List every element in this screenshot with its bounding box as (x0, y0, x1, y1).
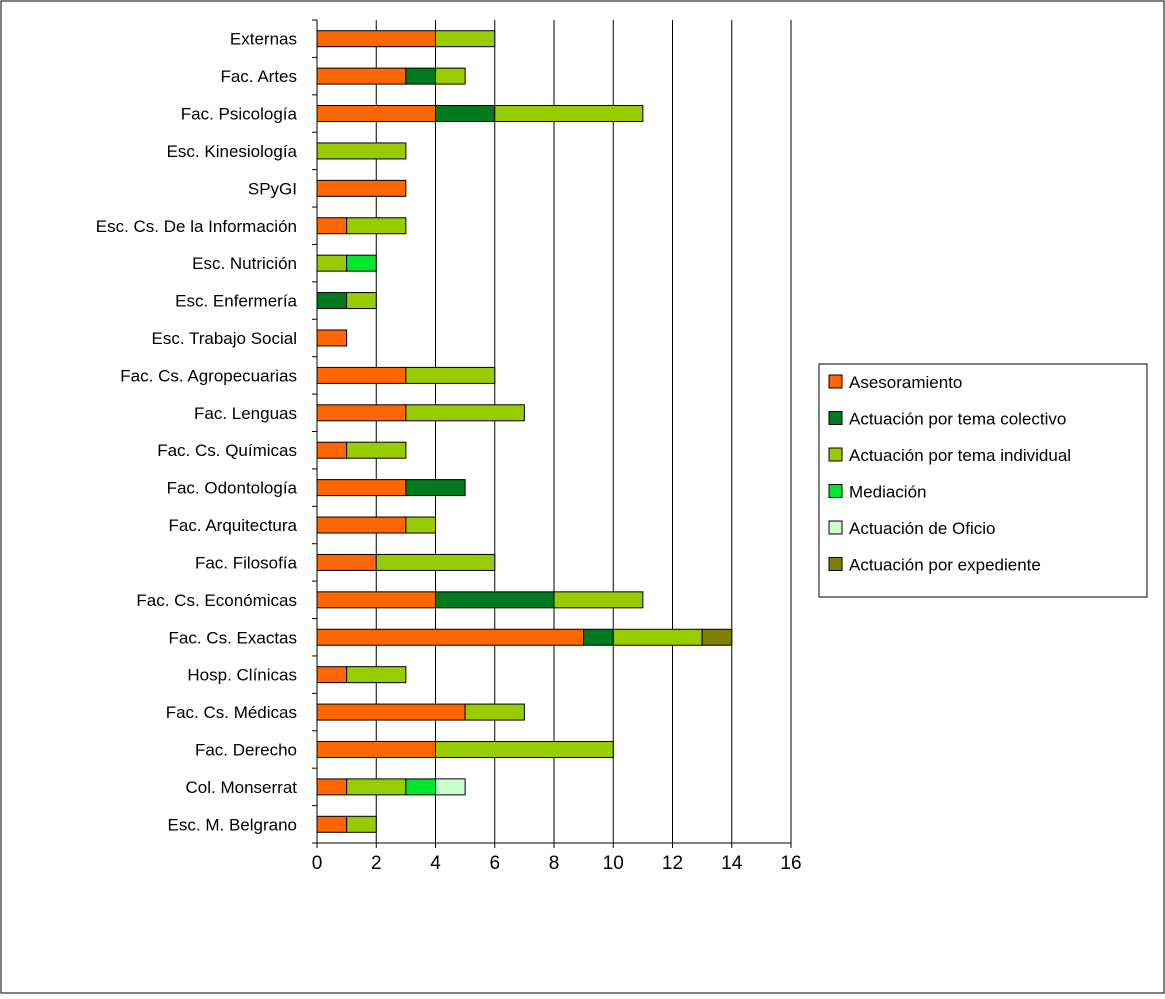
legend-label-actuacion-de-oficio: Actuación de Oficio (849, 519, 995, 538)
category-label-esc-m-belgrano: Esc. M. Belgrano (168, 815, 297, 834)
bar-fac-filosofia-asesoramiento (316, 553, 377, 571)
bar-fac-cs-medicas-asesoramiento (316, 703, 466, 721)
bar-fac-artes-actuacion-por-tema-colectivo (405, 67, 436, 85)
category-label-esc-cs-de-la-informacion: Esc. Cs. De la Información (96, 217, 297, 236)
bar-esc-nutricion-mediacion (346, 254, 377, 272)
category-label-fac-cs-exactas: Fac. Cs. Exactas (169, 628, 297, 647)
category-label-esc-trabajo-social: Esc. Trabajo Social (151, 329, 297, 348)
legend-swatch-actuacion-por-tema-colectivo (828, 411, 843, 425)
bar-fac-psicologia-actuacion-por-tema-individual (494, 105, 644, 123)
bar-esc-m-belgrano-actuacion-por-tema-individual (346, 815, 377, 833)
bar-fac-cs-economicas-asesoramiento (316, 591, 436, 609)
category-label-fac-derecho: Fac. Derecho (195, 740, 297, 759)
x-tick-label-2: 2 (371, 853, 382, 874)
bar-spygi-asesoramiento (316, 179, 407, 197)
bar-esc-cs-de-la-informacion-asesoramiento (316, 217, 348, 235)
bar-fac-cs-medicas-actuacion-por-tema-individual (464, 703, 525, 721)
category-label-spygi: SPyGI (248, 179, 297, 198)
legend-swatch-actuacion-por-expediente (828, 557, 843, 571)
legend-swatch-actuacion-por-tema-individual (828, 447, 843, 462)
bar-fac-lenguas-actuacion-por-tema-individual (405, 404, 525, 422)
x-tick-label-4: 4 (430, 853, 441, 874)
legend-label-mediacion: Mediación (849, 483, 927, 502)
bar-esc-kinesiologia-actuacion-por-tema-individual (316, 142, 407, 160)
x-tick-label-0: 0 (312, 853, 323, 874)
x-tick-label-6: 6 (489, 853, 500, 874)
bar-col-monserrat-mediacion (405, 778, 436, 796)
bar-fac-cs-economicas-actuacion-por-tema-colectivo (435, 591, 555, 609)
bar-fac-derecho-asesoramiento (316, 740, 436, 758)
x-tick-label-14: 14 (721, 853, 743, 874)
legend-label-actuacion-por-expediente: Actuación por expediente (849, 556, 1041, 575)
bar-esc-enfermeria-actuacion-por-tema-individual (346, 292, 377, 310)
bar-fac-psicologia-actuacion-por-tema-colectivo (435, 105, 496, 123)
bar-esc-cs-de-la-informacion-actuacion-por-tema-individual (346, 217, 407, 235)
bar-esc-m-belgrano-asesoramiento (316, 815, 348, 833)
bar-hosp-clinicas-asesoramiento (316, 666, 348, 684)
category-label-fac-artes: Fac. Artes (220, 67, 297, 86)
bar-esc-enfermeria-actuacion-por-tema-colectivo (316, 292, 348, 310)
category-label-fac-cs-agropecuarias: Fac. Cs. Agropecuarias (120, 366, 297, 385)
bar-fac-cs-exactas-actuacion-por-tema-colectivo (583, 628, 614, 646)
legend-swatch-mediacion (828, 484, 843, 498)
category-label-hosp-clinicas: Hosp. Clínicas (187, 666, 297, 685)
bar-fac-cs-exactas-asesoramiento (316, 628, 585, 646)
category-label-col-monserrat: Col. Monserrat (186, 778, 298, 797)
bar-col-monserrat-asesoramiento (316, 778, 348, 796)
bar-esc-nutricion-actuacion-por-tema-individual (316, 254, 348, 272)
category-label-esc-kinesiologia: Esc. Kinesiología (167, 142, 298, 161)
bar-fac-arquitectura-asesoramiento (316, 516, 407, 534)
legend-label-actuacion-por-tema-colectivo: Actuación por tema colectivo (849, 410, 1066, 429)
bar-col-monserrat-actuacion-por-tema-individual (346, 778, 407, 796)
bar-fac-lenguas-asesoramiento (316, 404, 407, 422)
bar-fac-derecho-actuacion-por-tema-individual (435, 740, 614, 758)
category-label-fac-psicologia: Fac. Psicología (181, 105, 298, 124)
x-tick-label-16: 16 (780, 853, 801, 874)
bar-hosp-clinicas-actuacion-por-tema-individual (346, 666, 407, 684)
bar-fac-artes-actuacion-por-tema-individual (435, 67, 466, 85)
bar-externas-asesoramiento (316, 30, 436, 48)
bar-esc-trabajo-social-asesoramiento (316, 329, 348, 347)
bar-fac-odontologia-actuacion-por-tema-colectivo (405, 479, 466, 497)
category-label-esc-enfermeria: Esc. Enfermería (175, 292, 297, 311)
x-tick-label-12: 12 (662, 853, 683, 874)
x-tick-label-10: 10 (603, 853, 624, 874)
category-label-fac-arquitectura: Fac. Arquitectura (168, 516, 297, 535)
category-label-fac-cs-medicas: Fac. Cs. Médicas (166, 703, 297, 722)
category-label-fac-cs-quimicas: Fac. Cs. Químicas (157, 441, 297, 460)
bar-col-monserrat-actuacion-de-oficio (435, 778, 466, 796)
bar-fac-cs-agropecuarias-asesoramiento (316, 366, 407, 384)
category-label-fac-odontologia: Fac. Odontología (167, 479, 298, 498)
bar-fac-cs-exactas-actuacion-por-expediente (701, 628, 733, 646)
category-label-fac-filosofia: Fac. Filosofía (195, 553, 298, 572)
bar-fac-artes-asesoramiento (316, 67, 407, 85)
bar-fac-psicologia-asesoramiento (316, 105, 436, 123)
category-label-fac-cs-economicas: Fac. Cs. Económicas (136, 591, 297, 610)
category-label-esc-nutricion: Esc. Nutrición (192, 254, 297, 273)
bar-fac-cs-quimicas-actuacion-por-tema-individual (346, 441, 407, 459)
bar-fac-cs-quimicas-asesoramiento (316, 441, 348, 459)
category-label-fac-lenguas: Fac. Lenguas (194, 404, 297, 423)
bar-fac-cs-agropecuarias-actuacion-por-tema-individual (405, 366, 496, 384)
legend-swatch-actuacion-de-oficio (828, 520, 843, 535)
bar-fac-cs-economicas-actuacion-por-tema-individual (553, 591, 644, 609)
legend-swatch-asesoramiento (828, 374, 843, 389)
bar-fac-filosofia-actuacion-por-tema-individual (375, 553, 496, 571)
legend-box (818, 363, 1148, 598)
category-label-externas: Externas (230, 30, 297, 49)
bar-fac-odontologia-asesoramiento (316, 479, 407, 497)
legend-label-asesoramiento: Asesoramiento (849, 373, 962, 392)
bar-fac-cs-exactas-actuacion-por-tema-individual (612, 628, 703, 646)
bar-fac-arquitectura-actuacion-por-tema-individual (405, 516, 436, 534)
legend-label-actuacion-por-tema-individual: Actuación por tema individual (849, 446, 1071, 465)
x-tick-label-8: 8 (549, 853, 560, 874)
bar-externas-actuacion-por-tema-individual (435, 30, 496, 48)
